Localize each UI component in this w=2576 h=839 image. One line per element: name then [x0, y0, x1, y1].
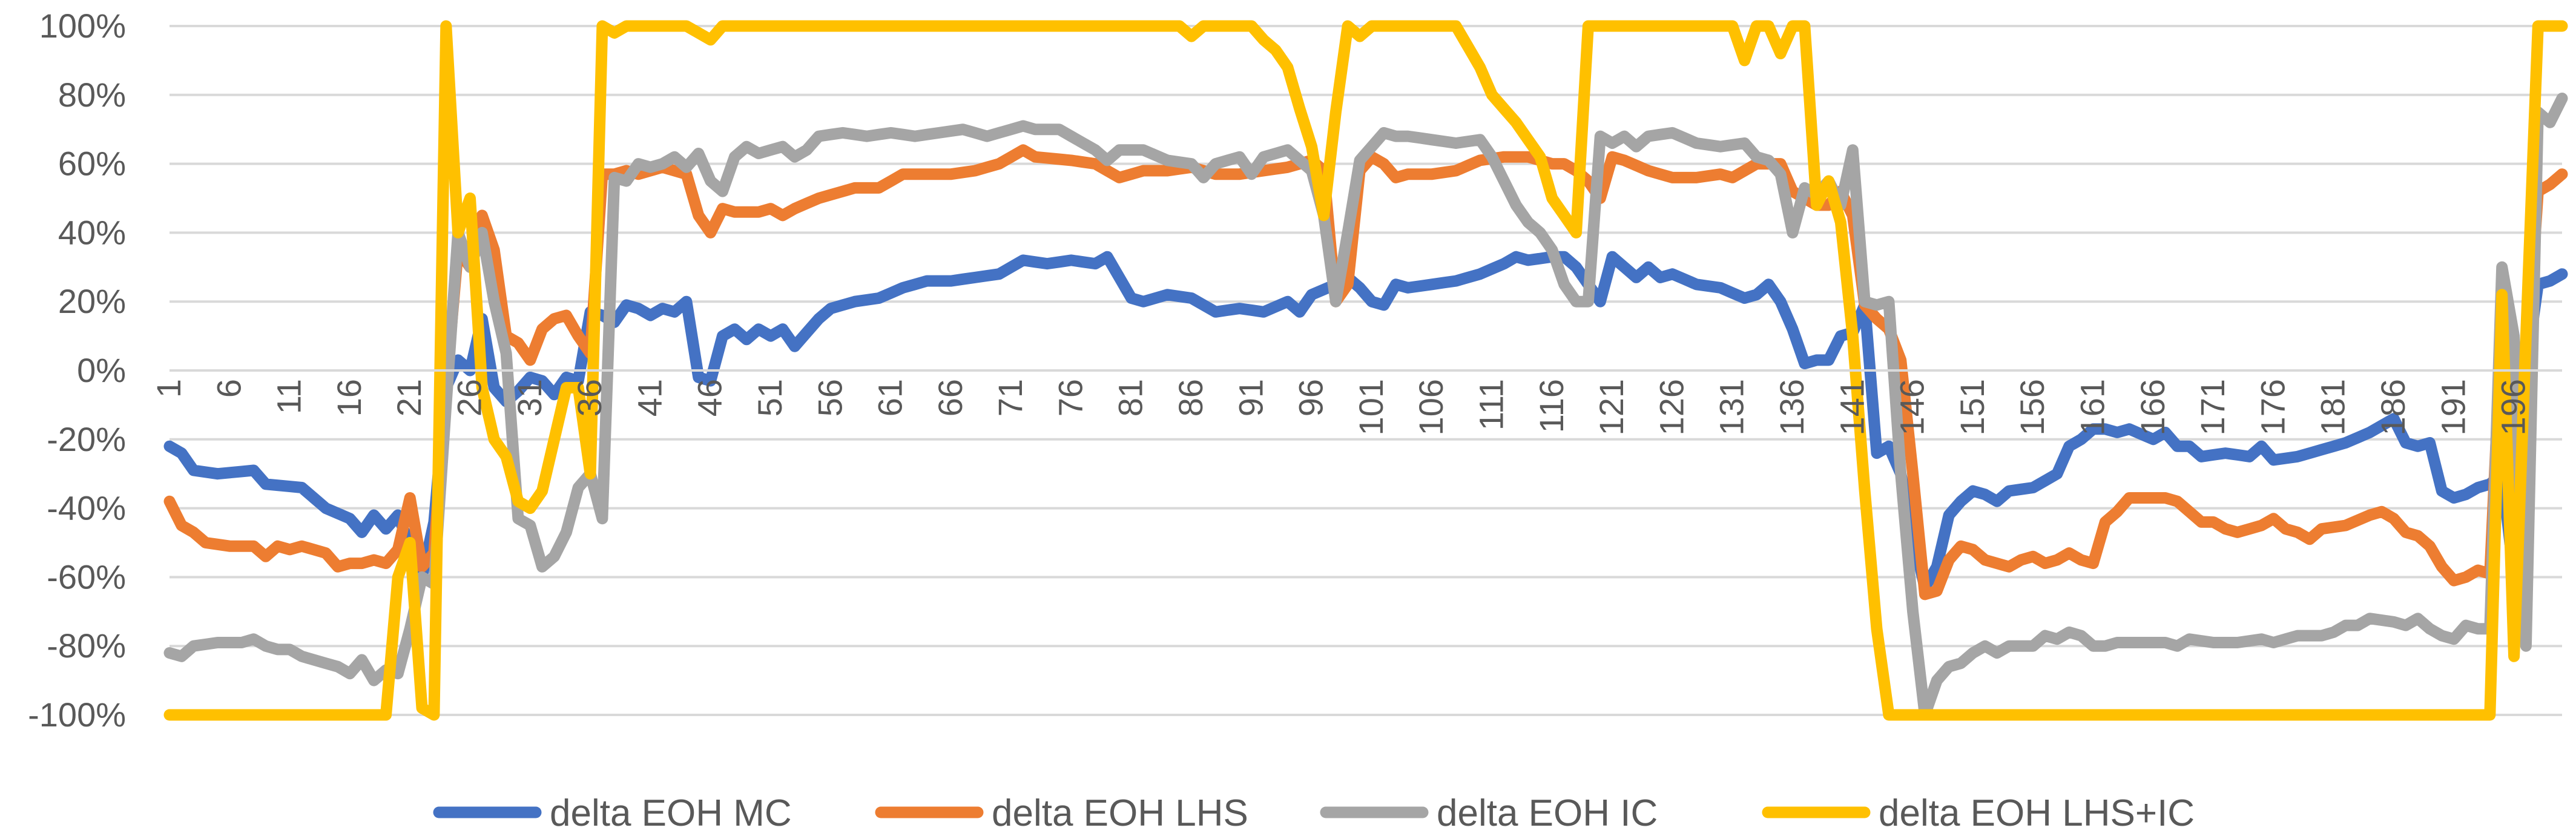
x-tick-label: 31	[510, 379, 548, 416]
y-tick-label: 60%	[58, 145, 126, 183]
y-tick-label: -60%	[47, 558, 126, 596]
x-tick-label: 1	[150, 379, 188, 398]
x-tick-label: 11	[270, 379, 308, 414]
x-tick-label: 136	[1773, 379, 1811, 435]
y-tick-label: -40%	[47, 489, 126, 527]
x-tick-label: 96	[1292, 379, 1330, 416]
legend: delta EOH MC delta EOH LHS delta EOH IC del…	[433, 792, 2195, 834]
x-tick-label: 91	[1231, 379, 1270, 416]
x-tick-label: 181	[2314, 379, 2352, 435]
legend-label-3: delta EOH IC	[1437, 792, 1658, 834]
y-tick-label: 80%	[58, 76, 126, 114]
x-tick-label: 6	[209, 379, 248, 398]
x-tick-label: 56	[811, 379, 849, 416]
y-tick-label: 20%	[58, 282, 126, 320]
x-tick-label: 131	[1713, 379, 1751, 435]
series-line-4	[163, 20, 2568, 721]
x-tick-label: 26	[450, 379, 488, 416]
legend-label-1: delta EOH MC	[550, 792, 792, 834]
x-tick-label: 51	[751, 379, 789, 416]
x-tick-label: 46	[691, 379, 729, 416]
y-tick-label: 40%	[58, 213, 126, 251]
y-tick-label: -80%	[47, 627, 126, 665]
x-tick-label: 156	[2013, 379, 2051, 435]
x-tick-label: 126	[1652, 379, 1690, 435]
x-tick-label: 191	[2434, 379, 2472, 435]
x-tick-label: 141	[1833, 379, 1871, 435]
x-tick-label: 41	[630, 379, 668, 416]
y-tick-label: -20%	[47, 420, 126, 458]
x-tick-label: 106	[1412, 379, 1450, 435]
x-axis-tick-labels: 1 6 11 16 21 26 31 36 41 46 51 56 61 66 71 76 81 86 91 96 10…	[150, 379, 2532, 435]
y-tick-label: -100%	[28, 696, 126, 734]
x-tick-label: 166	[2133, 379, 2172, 435]
x-tick-label: 176	[2253, 379, 2291, 435]
x-tick-label: 171	[2193, 379, 2232, 435]
series-line-1	[163, 251, 2568, 593]
x-tick-label: 151	[1953, 379, 1991, 435]
y-axis-tick-labels: 100% 80% 60% 40% 20% 0% -20% -40% -60% -80% -100%	[28, 7, 126, 734]
x-tick-label: 101	[1352, 379, 1390, 435]
y-tick-label: 100%	[39, 7, 126, 45]
x-tick-label: 21	[390, 379, 428, 416]
series-line-3	[163, 93, 2568, 721]
x-tick-label: 196	[2494, 379, 2532, 435]
x-tick-label: 76	[1051, 379, 1089, 416]
x-tick-label: 71	[991, 379, 1029, 416]
x-tick-label: 111	[1472, 379, 1510, 430]
x-tick-label: 161	[2073, 379, 2111, 435]
x-tick-label: 61	[871, 379, 909, 416]
x-tick-label: 81	[1112, 379, 1150, 416]
series-line-2	[163, 144, 2568, 600]
x-tick-label: 146	[1893, 379, 1931, 435]
x-tick-label: 66	[931, 379, 969, 416]
x-tick-label: 121	[1592, 379, 1630, 435]
legend-label-2: delta EOH LHS	[992, 792, 1248, 834]
x-tick-label: 186	[2374, 379, 2412, 435]
x-tick-label: 116	[1532, 379, 1570, 433]
x-tick-label: 86	[1171, 379, 1210, 416]
y-tick-label: 0%	[77, 351, 126, 389]
legend-label-4: delta EOH LHS+IC	[1879, 792, 2195, 834]
x-tick-label: 16	[330, 379, 368, 416]
x-tick-label: 36	[570, 379, 608, 416]
series-lines	[163, 20, 2568, 721]
